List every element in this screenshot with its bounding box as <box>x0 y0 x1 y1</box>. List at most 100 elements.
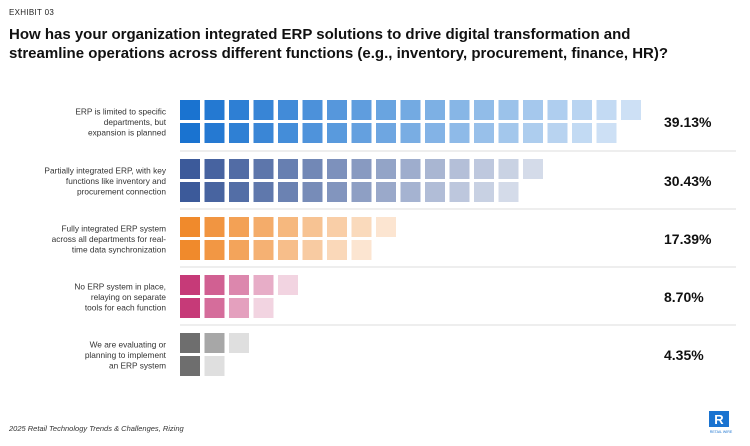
waffle-square <box>425 100 445 120</box>
waffle-square <box>523 100 543 120</box>
category-label-line: Fully integrated ERP system <box>61 224 166 234</box>
waffle-square <box>596 123 617 143</box>
waffle-square <box>425 182 445 202</box>
waffle-square <box>180 123 200 143</box>
waffle-square <box>180 217 200 237</box>
waffle-square <box>204 240 225 260</box>
exhibit-label: EXHIBIT 03 <box>9 8 55 17</box>
chart-title-line-1: How has your organization integrated ERP… <box>9 26 631 43</box>
waffle-square <box>204 182 225 202</box>
waffle-square <box>278 159 298 179</box>
waffle-square <box>180 240 200 260</box>
waffle-square <box>229 217 249 237</box>
waffle-square <box>327 182 347 202</box>
waffle-square <box>229 240 249 260</box>
waffle-square <box>204 100 225 120</box>
waffle-square <box>425 159 445 179</box>
waffle-square <box>327 123 347 143</box>
waffle-square <box>621 100 641 120</box>
waffle-square <box>572 100 592 120</box>
waffle-square <box>229 100 249 120</box>
waffle-square <box>327 159 347 179</box>
waffle-square <box>204 356 225 376</box>
category-label-line: expansion is planned <box>88 127 166 137</box>
waffle-square <box>449 159 470 179</box>
category-label: ERP is limited to specific departments, b… <box>75 107 166 138</box>
waffle-square <box>180 182 200 202</box>
waffle-square <box>229 298 249 318</box>
waffle-square <box>229 123 249 143</box>
waffle-square <box>278 100 298 120</box>
waffle-square <box>351 123 372 143</box>
waffle-square <box>180 100 200 120</box>
waffle-square <box>253 275 274 295</box>
waffle-square <box>229 182 249 202</box>
category-label-line: Partially integrated ERP, with key <box>44 166 166 176</box>
waffle-square <box>180 333 200 353</box>
waffle-square <box>302 123 323 143</box>
category-label-line: tools for each function <box>85 302 167 312</box>
waffle-square <box>180 159 200 179</box>
category-label: Partially integrated ERP, with key functi… <box>44 166 166 197</box>
waffle-square <box>204 217 225 237</box>
waffle-square <box>351 100 372 120</box>
waffle-square <box>474 100 494 120</box>
waffle-square <box>204 298 225 318</box>
bar-group <box>180 275 298 318</box>
waffle-square <box>498 123 519 143</box>
value-label: 4.35% <box>664 347 704 363</box>
waffle-square <box>302 159 323 179</box>
category-label: We are evaluating or planning to implemen… <box>85 340 167 371</box>
category-label-line: functions like inventory and <box>66 176 166 186</box>
waffle-square <box>229 333 249 353</box>
waffle-square <box>474 159 494 179</box>
waffle-square <box>425 123 445 143</box>
waffle-square <box>204 275 225 295</box>
waffle-square <box>547 123 568 143</box>
waffle-square <box>278 182 298 202</box>
waffle-square <box>376 217 396 237</box>
waffle-square <box>523 123 543 143</box>
waffle-square <box>253 123 274 143</box>
waffle-bar-chart: ERP is limited to specific departments, b… <box>44 100 736 376</box>
waffle-square <box>253 159 274 179</box>
chart-title: How has your organization integrated ERP… <box>9 25 734 63</box>
waffle-square <box>204 333 225 353</box>
value-label: 17.39% <box>664 231 712 247</box>
waffle-square <box>523 159 543 179</box>
category-label-line: time data synchronization <box>72 244 166 254</box>
waffle-square <box>498 182 519 202</box>
waffle-square <box>351 240 372 260</box>
waffle-square <box>400 159 421 179</box>
category-label-line: an ERP system <box>109 360 166 370</box>
waffle-square <box>253 182 274 202</box>
bar-group <box>180 159 543 202</box>
waffle-square <box>376 182 396 202</box>
value-label: 30.43% <box>664 173 712 189</box>
waffle-square <box>204 159 225 179</box>
waffle-square <box>572 123 592 143</box>
source-note: 2025 Retail Technology Trends & Challeng… <box>9 424 184 433</box>
waffle-square <box>278 217 298 237</box>
chart-title-line-2: streamline operations across different f… <box>9 45 669 62</box>
waffle-square <box>278 123 298 143</box>
waffle-square <box>474 182 494 202</box>
waffle-square <box>498 100 519 120</box>
waffle-square <box>351 217 372 237</box>
waffle-square <box>253 298 274 318</box>
waffle-square <box>400 123 421 143</box>
waffle-square <box>449 100 470 120</box>
category-label: Fully integrated ERP system across all de… <box>52 224 167 255</box>
value-label: 8.70% <box>664 289 704 305</box>
waffle-square <box>327 240 347 260</box>
category-label-line: ERP is limited to specific <box>75 107 166 117</box>
waffle-square <box>449 123 470 143</box>
category-label: No ERP system in place, relaying on separ… <box>74 282 166 313</box>
waffle-square <box>229 159 249 179</box>
waffle-square <box>376 100 396 120</box>
waffle-square <box>253 217 274 237</box>
waffle-square <box>180 298 200 318</box>
waffle-square <box>278 240 298 260</box>
category-label-line: planning to implement <box>85 350 167 360</box>
waffle-square <box>253 100 274 120</box>
